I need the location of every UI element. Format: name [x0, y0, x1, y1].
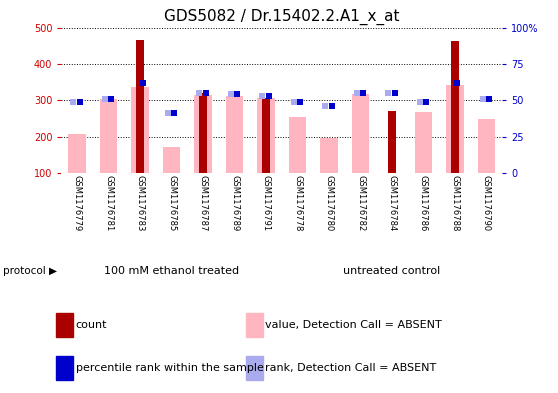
- Point: [352, 90, 361, 96]
- Text: rank, Detection Call = ABSENT: rank, Detection Call = ABSENT: [266, 363, 437, 373]
- Text: GSM1176780: GSM1176780: [325, 175, 334, 231]
- Point: [327, 103, 336, 109]
- Bar: [246, 356, 263, 380]
- Bar: [132, 87, 149, 173]
- Point: [195, 90, 204, 96]
- Text: percentile rank within the sample: percentile rank within the sample: [76, 363, 263, 373]
- Point: [453, 80, 462, 86]
- Point: [478, 95, 487, 102]
- Text: GSM1176782: GSM1176782: [356, 175, 365, 231]
- Point: [359, 90, 368, 96]
- Bar: [163, 147, 180, 173]
- Text: GSM1176783: GSM1176783: [136, 175, 145, 231]
- Bar: [56, 313, 73, 337]
- Bar: [352, 94, 369, 173]
- Bar: [100, 99, 117, 173]
- Point: [107, 95, 116, 102]
- Bar: [478, 119, 495, 173]
- Text: untreated control: untreated control: [343, 266, 441, 276]
- Point: [264, 93, 273, 99]
- Text: value, Detection Call = ABSENT: value, Detection Call = ABSENT: [266, 320, 442, 330]
- Bar: [451, 41, 459, 173]
- Bar: [69, 134, 86, 173]
- Point: [415, 99, 424, 105]
- Point: [390, 90, 399, 96]
- Point: [296, 99, 305, 105]
- Text: GSM1176788: GSM1176788: [450, 175, 459, 231]
- Text: GSM1176779: GSM1176779: [73, 175, 81, 231]
- Bar: [289, 117, 306, 173]
- Text: GSM1176790: GSM1176790: [482, 175, 491, 231]
- Bar: [194, 95, 211, 173]
- Point: [69, 99, 78, 105]
- Point: [321, 103, 330, 109]
- Point: [163, 110, 172, 116]
- Point: [100, 95, 109, 102]
- Bar: [56, 356, 73, 380]
- Point: [258, 93, 267, 99]
- Point: [170, 110, 179, 116]
- Bar: [246, 313, 263, 337]
- Point: [484, 95, 493, 102]
- Text: 100 mM ethanol treated: 100 mM ethanol treated: [104, 266, 239, 276]
- Bar: [446, 85, 464, 173]
- Text: GSM1176784: GSM1176784: [387, 175, 397, 231]
- Bar: [415, 112, 432, 173]
- Text: GSM1176781: GSM1176781: [104, 175, 113, 231]
- Point: [421, 99, 430, 105]
- Text: protocol ▶: protocol ▶: [3, 266, 57, 276]
- Point: [227, 91, 235, 97]
- Text: GSM1176786: GSM1176786: [419, 175, 428, 231]
- Text: GSM1176789: GSM1176789: [230, 175, 239, 231]
- Text: count: count: [76, 320, 107, 330]
- Text: GSM1176791: GSM1176791: [262, 175, 271, 231]
- Point: [201, 90, 210, 96]
- Point: [384, 90, 393, 96]
- Bar: [388, 111, 396, 173]
- Bar: [136, 40, 144, 173]
- Text: GSM1176785: GSM1176785: [167, 175, 176, 231]
- Point: [138, 80, 147, 86]
- Bar: [262, 98, 270, 173]
- Point: [233, 91, 242, 97]
- Point: [75, 99, 84, 105]
- Point: [289, 99, 298, 105]
- Text: GSM1176778: GSM1176778: [293, 175, 302, 231]
- Bar: [199, 93, 207, 173]
- Bar: [320, 138, 338, 173]
- Title: GDS5082 / Dr.15402.2.A1_x_at: GDS5082 / Dr.15402.2.A1_x_at: [164, 9, 400, 25]
- Text: GSM1176787: GSM1176787: [199, 175, 208, 231]
- Bar: [257, 98, 275, 173]
- Bar: [226, 96, 243, 173]
